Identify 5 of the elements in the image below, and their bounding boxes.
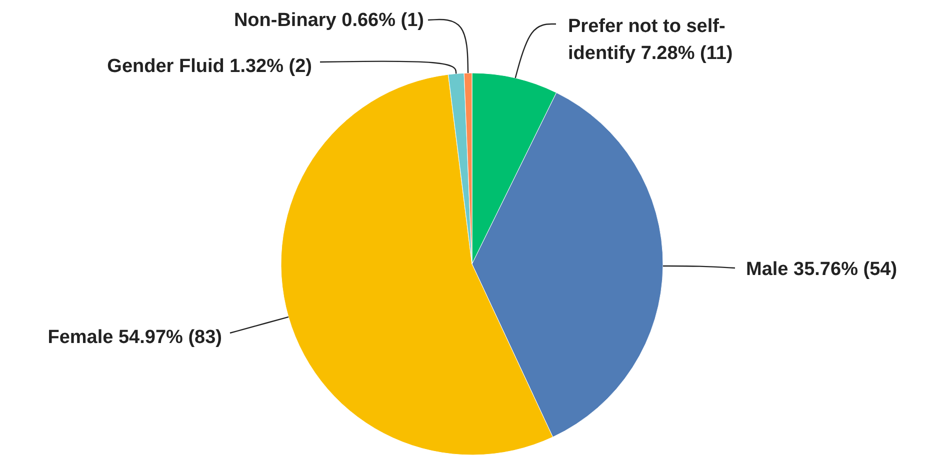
slice-label: Non-Binary 0.66% (1) — [234, 10, 424, 31]
slice-label: Gender Fluid 1.32% (2) — [107, 56, 312, 77]
slice-label: Male 35.76% (54) — [746, 259, 898, 280]
slice-label: Prefer not to self-identify 7.28% (11) — [568, 16, 733, 64]
slice-label: Female 54.97% (83) — [48, 327, 222, 348]
